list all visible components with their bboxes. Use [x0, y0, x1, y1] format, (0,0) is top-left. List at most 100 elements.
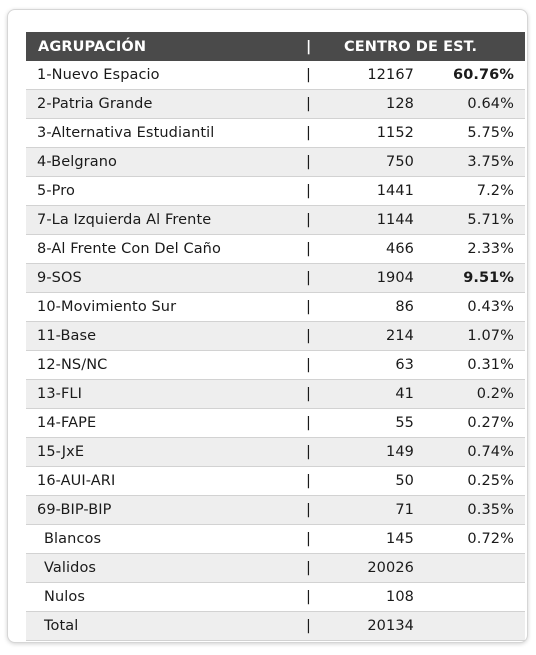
table-row: 2-Patria Grande | 128 0.64%	[26, 90, 525, 119]
row-separator: |	[306, 67, 311, 83]
row-separator: |	[306, 531, 311, 547]
row-percent: 7.2%	[476, 183, 514, 199]
row-votes: 145	[386, 531, 414, 547]
row-name: Nulos	[44, 589, 85, 605]
table-row: 9-SOS | 1904 9.51%	[26, 264, 525, 293]
row-separator: |	[306, 154, 311, 170]
row-name: 5-Pro	[37, 183, 75, 199]
table-row: Validos | 20026	[26, 554, 525, 583]
table-row: 8-Al Frente Con Del Caño | 466 2.33%	[26, 235, 525, 264]
row-separator: |	[306, 183, 311, 199]
row-percent: 0.72%	[467, 531, 514, 547]
results-table: AGRUPACIÓN | CENTRO DE EST. 1-Nuevo Espa…	[26, 32, 525, 641]
row-name: Blancos	[44, 531, 102, 547]
table-row: 4-Belgrano | 750 3.75%	[26, 148, 525, 177]
table-row: 15-JxE | 149 0.74%	[26, 438, 525, 467]
row-separator: |	[306, 502, 311, 518]
header-centro-de-est: CENTRO DE EST.	[344, 39, 478, 55]
table-row: 5-Pro | 1441 7.2%	[26, 177, 525, 206]
row-votes: 20026	[367, 560, 414, 576]
table-row: 12-NS/NC | 63 0.31%	[26, 351, 525, 380]
table-row: Total | 20134	[26, 612, 525, 641]
row-votes: 108	[386, 589, 414, 605]
row-separator: |	[306, 96, 311, 112]
row-percent: 2.33%	[467, 241, 514, 257]
header-agrupacion: AGRUPACIÓN	[38, 39, 147, 55]
table-header: AGRUPACIÓN | CENTRO DE EST.	[26, 32, 525, 61]
row-name: 69-BIP-BIP	[37, 502, 112, 518]
row-percent: 0.31%	[467, 357, 514, 373]
row-percent: 0.25%	[467, 473, 514, 489]
row-percent: 0.2%	[476, 386, 514, 402]
table-row: 14-FAPE | 55 0.27%	[26, 409, 525, 438]
row-votes: 750	[386, 154, 414, 170]
row-separator: |	[306, 444, 311, 460]
results-card: AGRUPACIÓN | CENTRO DE EST. 1-Nuevo Espa…	[7, 9, 528, 643]
table-row: 1-Nuevo Espacio | 12167 60.76%	[26, 61, 525, 90]
table-row: Nulos | 108	[26, 583, 525, 612]
row-separator: |	[306, 386, 311, 402]
row-percent: 5.75%	[467, 125, 514, 141]
row-votes: 12167	[367, 67, 414, 83]
row-percent: 1.07%	[467, 328, 514, 344]
row-votes: 1144	[376, 212, 414, 228]
row-name: 10-Movimiento Sur	[37, 299, 177, 315]
row-percent: 0.27%	[467, 415, 514, 431]
row-separator: |	[306, 299, 311, 315]
row-percent: 0.43%	[467, 299, 514, 315]
table-row: 16-AUI-ARI | 50 0.25%	[26, 467, 525, 496]
row-name: 2-Patria Grande	[37, 96, 153, 112]
row-votes: 128	[386, 96, 414, 112]
row-separator: |	[306, 270, 311, 286]
row-name: 3-Alternativa Estudiantil	[37, 125, 215, 141]
row-separator: |	[306, 241, 311, 257]
row-separator: |	[306, 357, 311, 373]
row-percent: 0.35%	[467, 502, 514, 518]
row-percent: 0.64%	[467, 96, 514, 112]
row-name: 11-Base	[37, 328, 97, 344]
row-votes: 149	[386, 444, 414, 460]
row-votes: 1441	[376, 183, 414, 199]
row-percent: 60.76%	[453, 67, 514, 83]
row-name: 12-NS/NC	[37, 357, 108, 373]
row-votes: 71	[395, 502, 414, 518]
row-votes: 50	[395, 473, 414, 489]
row-name: 4-Belgrano	[37, 154, 117, 170]
row-separator: |	[306, 328, 311, 344]
table-row: 10-Movimiento Sur | 86 0.43%	[26, 293, 525, 322]
row-votes: 466	[386, 241, 414, 257]
row-separator: |	[306, 473, 311, 489]
row-name: 13-FLI	[37, 386, 82, 402]
row-name: 1-Nuevo Espacio	[37, 67, 160, 83]
row-separator: |	[306, 589, 311, 605]
table-row: 3-Alternativa Estudiantil | 1152 5.75%	[26, 119, 525, 148]
row-votes: 214	[386, 328, 414, 344]
table-row: Blancos | 145 0.72%	[26, 525, 525, 554]
row-name: 14-FAPE	[37, 415, 97, 431]
row-votes: 63	[395, 357, 414, 373]
row-percent: 9.51%	[463, 270, 514, 286]
header-separator: |	[306, 39, 312, 55]
row-name: Validos	[44, 560, 97, 576]
row-name: 16-AUI-ARI	[37, 473, 116, 489]
row-name: 9-SOS	[37, 270, 82, 286]
row-name: 8-Al Frente Con Del Caño	[37, 241, 221, 257]
table-row: 13-FLI | 41 0.2%	[26, 380, 525, 409]
table-row: 69-BIP-BIP | 71 0.35%	[26, 496, 525, 525]
row-name: 15-JxE	[37, 444, 85, 460]
row-votes: 1152	[376, 125, 414, 141]
table-row: 11-Base | 214 1.07%	[26, 322, 525, 351]
row-name: 7-La Izquierda Al Frente	[37, 212, 212, 228]
row-separator: |	[306, 212, 311, 228]
row-votes: 41	[395, 386, 414, 402]
row-separator: |	[306, 560, 311, 576]
row-votes: 55	[395, 415, 414, 431]
table-row: 7-La Izquierda Al Frente | 1144 5.71%	[26, 206, 525, 235]
row-percent: 3.75%	[467, 154, 514, 170]
row-votes: 20134	[367, 618, 414, 634]
row-votes: 86	[395, 299, 414, 315]
row-name: Total	[44, 618, 79, 634]
row-percent: 0.74%	[467, 444, 514, 460]
row-separator: |	[306, 618, 311, 634]
row-votes: 1904	[376, 270, 414, 286]
